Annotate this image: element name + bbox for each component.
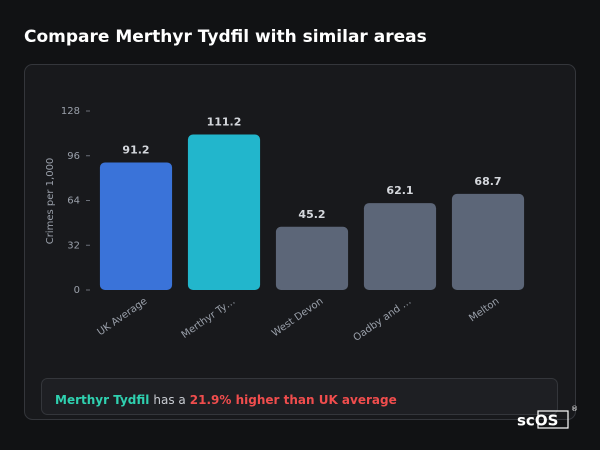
summary-highlight: 21.9% higher than UK average: [190, 393, 397, 407]
y-tick-label: 96: [67, 151, 80, 162]
summary-text: Merthyr Tydfil has a 21.9% higher than UK …: [55, 393, 397, 407]
bar: [99, 162, 173, 290]
logo-mark: ®: [571, 405, 578, 413]
summary-area: Merthyr Tydfil: [55, 393, 149, 407]
y-tick-label: 64: [67, 196, 80, 207]
value-label: 68.7: [474, 175, 501, 188]
value-label: 91.2: [122, 143, 149, 156]
y-tick-label: 32: [67, 240, 80, 251]
chart-title: Compare Merthyr Tydfil with similar area…: [24, 27, 427, 47]
logo: scOS: [517, 412, 558, 430]
summary-box: [41, 378, 558, 415]
summary-text-mid: has a: [153, 393, 185, 407]
bar: [187, 134, 261, 290]
logo-box: [537, 410, 569, 429]
y-axis-label: Crimes per 1,000: [45, 158, 56, 245]
y-tick-label: 128: [61, 106, 80, 117]
value-label: 45.2: [298, 208, 325, 221]
bar: [451, 193, 525, 290]
value-label: 111.2: [207, 115, 242, 128]
value-label: 62.1: [386, 184, 413, 197]
bar: [363, 203, 437, 290]
bar: [275, 226, 349, 290]
y-tick-label: 0: [74, 285, 80, 296]
